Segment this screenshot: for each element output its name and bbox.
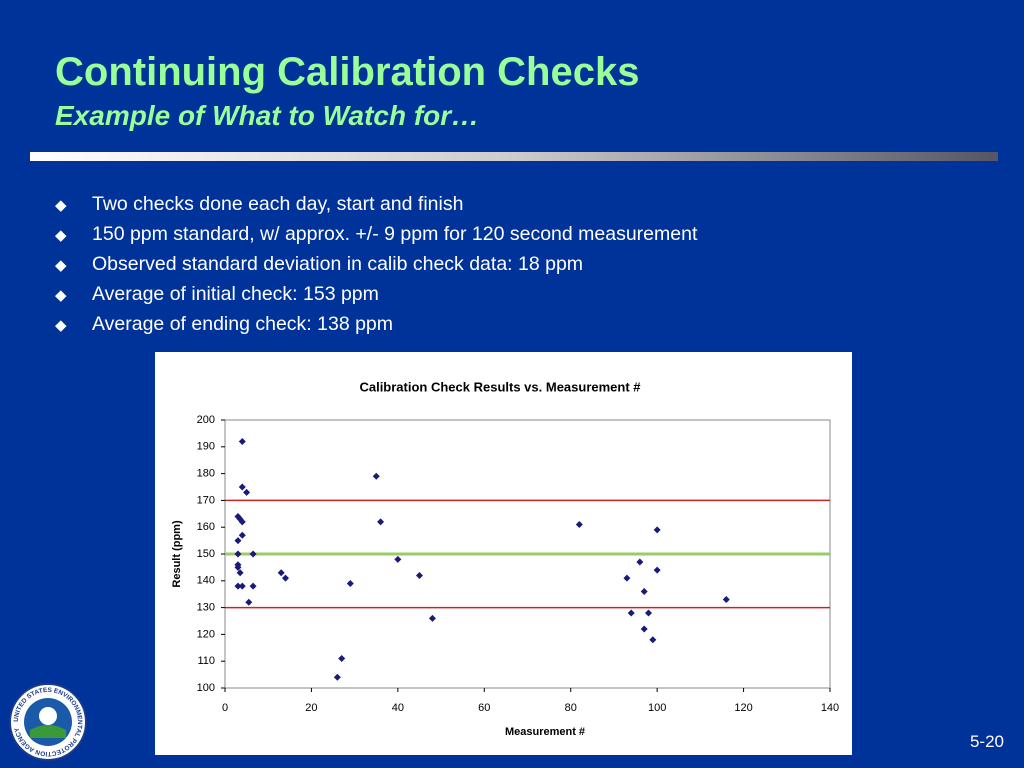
y-tick-label: 200 (197, 414, 215, 426)
scatter-point (722, 596, 730, 604)
bullet: ◆ Observed standard deviation in calib ch… (55, 249, 697, 279)
scatter-point (243, 488, 251, 496)
y-tick-label: 100 (197, 682, 215, 694)
bullet: ◆ Two checks done each day, start and fin… (55, 189, 697, 219)
scatter-point (249, 582, 257, 590)
y-axis-label: Result (ppm) (171, 520, 183, 588)
scatter-point (640, 625, 648, 633)
scatter-point (234, 582, 242, 590)
bullet-list: ◆ Two checks done each day, start and fin… (55, 189, 697, 339)
bullet-text: Observed standard deviation in calib che… (92, 253, 584, 275)
bullet-icon: ◆ (55, 257, 67, 274)
scatter-point (277, 569, 285, 577)
scatter-point (346, 579, 354, 587)
chart-title: Calibration Check Results vs. Measuremen… (359, 379, 641, 394)
y-tick-label: 190 (197, 441, 215, 453)
y-tick-label: 130 (197, 602, 215, 614)
scatter-point (238, 531, 246, 539)
scatter-point (645, 609, 652, 617)
x-tick-label: 80 (565, 702, 577, 714)
scatter-point (627, 609, 635, 617)
slide-title: Continuing Calibration Checks (55, 50, 640, 94)
scatter-point (236, 515, 244, 523)
bullet: ◆ Average of ending check: 138 ppm (55, 309, 697, 339)
bullet-text: Average of initial check: 153 ppm (92, 283, 379, 305)
bullet: ◆ Average of initial check: 153 ppm (55, 279, 697, 309)
scatter-point (245, 598, 253, 606)
x-tick-label: 100 (648, 702, 666, 714)
scatter-point (234, 550, 242, 558)
x-axis-label: Measurement # (505, 726, 585, 738)
bullet: ◆ 150 ppm standard, w/ approx. +/- 9 ppm … (55, 219, 697, 249)
y-tick-label: 110 (197, 655, 215, 667)
scatter-point (623, 574, 631, 582)
epa-logo: UNITED STATES ENVIRONMENTAL PROTECTION A… (9, 683, 87, 761)
scatter-point (636, 558, 644, 566)
y-tick-label: 160 (197, 521, 215, 533)
scatter-point (238, 518, 246, 526)
x-tick-label: 40 (392, 702, 404, 714)
scatter-point (372, 472, 380, 480)
scatter-point (428, 614, 436, 622)
y-tick-label: 120 (197, 628, 215, 640)
chart: Calibration Check Results vs. Measuremen… (155, 352, 852, 755)
bullet-icon: ◆ (55, 287, 67, 304)
y-tick-label: 170 (197, 494, 215, 506)
scatter-point (238, 483, 246, 491)
scatter-point (415, 571, 423, 579)
title-rule (30, 152, 998, 161)
scatter-point (338, 655, 346, 663)
scatter-point (234, 537, 242, 545)
bullet-icon: ◆ (55, 197, 67, 214)
scatter-point (238, 437, 246, 445)
scatter-point (394, 555, 402, 563)
x-tick-label: 60 (478, 702, 490, 714)
bullet-icon: ◆ (55, 317, 67, 334)
bullet-text: Two checks done each day, start and fini… (92, 193, 464, 215)
scatter-point (649, 636, 657, 644)
y-tick-label: 180 (197, 468, 215, 480)
y-tick-label: 140 (197, 575, 215, 587)
scatter-point (238, 582, 246, 590)
scatter-point (653, 526, 661, 534)
x-tick-label: 120 (734, 702, 752, 714)
x-tick-label: 20 (305, 702, 317, 714)
page-number: 5-20 (969, 732, 1004, 751)
bullet-text: 150 ppm standard, w/ approx. +/- 9 ppm f… (92, 223, 698, 245)
scatter-point (377, 518, 385, 526)
scatter-point (575, 521, 583, 529)
x-tick-label: 0 (222, 702, 228, 714)
bullet-icon: ◆ (55, 227, 67, 244)
scatter-point (333, 673, 341, 681)
bullet-text: Average of ending check: 138 ppm (92, 313, 394, 335)
scatter-point (640, 588, 648, 596)
scatter-point (282, 574, 289, 582)
scatter-point (249, 550, 257, 558)
x-tick-label: 140 (821, 702, 839, 714)
scatter-point (236, 569, 244, 577)
slide-subtitle: Example of What to Watch for… (55, 100, 480, 131)
scatter-point (653, 566, 661, 574)
y-tick-label: 150 (197, 548, 215, 560)
scatter-point (234, 563, 242, 571)
